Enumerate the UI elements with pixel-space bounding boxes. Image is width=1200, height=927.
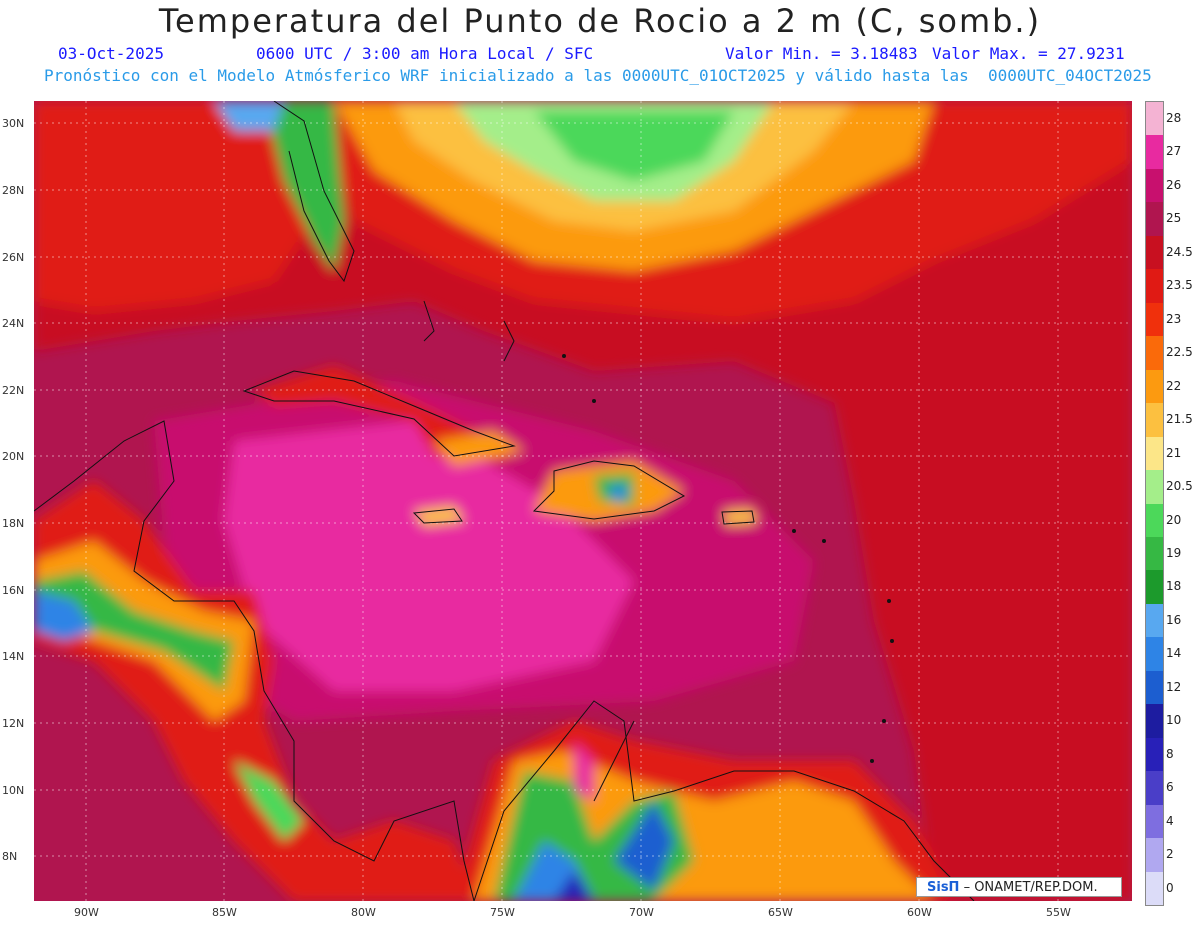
colorbar-swatch (1146, 570, 1163, 605)
lon-tick-90w: 90W (74, 906, 99, 919)
colorbar-label: 24.5 (1166, 244, 1193, 259)
lon-tick-85w: 85W (212, 906, 237, 919)
lat-tick-26n: 26N (2, 251, 25, 264)
dewpoint-field (34, 101, 1132, 901)
lat-tick-24n: 24N (2, 317, 25, 330)
colorbar-label: 23.5 (1166, 278, 1193, 293)
min-value: Valor Min. = 3.18483 (725, 44, 918, 63)
colorbar-label: 20 (1166, 512, 1182, 527)
lon-tick-80w: 80W (351, 906, 376, 919)
lat-tick-22n: 22N (2, 384, 25, 397)
colorbar-swatch (1146, 804, 1163, 839)
colorbar-label: 28 (1166, 111, 1182, 126)
colorbar-swatch (1146, 302, 1163, 337)
lon-tick-70w: 70W (629, 906, 654, 919)
colorbar-label: 19 (1166, 545, 1182, 560)
valid-time: 0600 UTC / 3:00 am Hora Local / SFC (256, 44, 594, 63)
colorbar-label: 27 (1166, 144, 1182, 159)
colorbar-swatch (1146, 202, 1163, 237)
colorbar-swatch (1146, 737, 1163, 772)
credit-box: SisΠ – ONAMET/REP.DOM. (916, 877, 1122, 897)
colorbar-swatch (1146, 168, 1163, 203)
colorbar-swatch (1146, 235, 1163, 270)
colorbar-swatch (1146, 269, 1163, 304)
colorbar-swatch (1146, 336, 1163, 371)
colorbar-swatch (1146, 704, 1163, 739)
colorbar-swatch (1146, 771, 1163, 806)
colorbar-label: 14 (1166, 646, 1182, 661)
forecast-info: Pronóstico con el Modelo Atmósferico WRF… (44, 66, 1152, 85)
colorbar-label: 20.5 (1166, 479, 1193, 494)
colorbar-label: 22.5 (1166, 345, 1193, 360)
colorbar-label: 0 (1166, 880, 1174, 895)
colorbar-swatch (1146, 135, 1163, 170)
lat-tick-12n: 12N (2, 717, 25, 730)
colorbar-label: 8 (1166, 746, 1174, 761)
colorbar-swatch (1146, 470, 1163, 504)
colorbar-swatch (1146, 503, 1163, 538)
colorbar-swatch (1146, 637, 1163, 672)
colorbar-swatch (1146, 436, 1163, 471)
colorbar-swatch (1146, 102, 1163, 136)
credit-text: – ONAMET/REP.DOM. (959, 880, 1098, 895)
colorbar-label: 4 (1166, 813, 1174, 828)
colorbar-label: 26 (1166, 177, 1182, 192)
lat-tick-20n: 20N (2, 450, 25, 463)
valid-date: 03-Oct-2025 (58, 44, 164, 63)
lat-tick-14n: 14N (2, 650, 25, 663)
colorbar-label: 21 (1166, 445, 1182, 460)
colorbar-label: 2 (1166, 847, 1174, 862)
colorbar-label: 18 (1166, 579, 1182, 594)
colorbar-label: 21.5 (1166, 412, 1193, 427)
lat-tick-28n: 28N (2, 184, 25, 197)
lat-tick-10n: 10N (2, 784, 25, 797)
colorbar-swatch (1146, 403, 1163, 438)
colorbar-swatch (1146, 369, 1163, 404)
lat-tick-30n: 30N (2, 117, 25, 130)
lon-tick-65w: 65W (768, 906, 793, 919)
colorbar-swatch (1146, 670, 1163, 705)
lat-tick-18n: 18N (2, 517, 25, 530)
colorbar-label: 22 (1166, 378, 1182, 393)
lon-tick-75w: 75W (490, 906, 515, 919)
colorbar-label: 16 (1166, 612, 1182, 627)
colorbar-swatch (1146, 603, 1163, 638)
colorbar-label: 25 (1166, 211, 1182, 226)
lon-tick-55w: 55W (1046, 906, 1071, 919)
colorbar-label: 10 (1166, 713, 1182, 728)
colorbar-label: 23 (1166, 311, 1182, 326)
sispi-logo: SisΠ (927, 880, 960, 895)
colorbar-swatch (1146, 838, 1163, 873)
colorbar (1145, 101, 1164, 906)
lat-tick-8n: 8N (2, 850, 18, 863)
lat-tick-16n: 16N (2, 584, 25, 597)
map-title: Temperatura del Punto de Rocio a 2 m (C,… (158, 2, 1042, 40)
colorbar-swatch (1146, 536, 1163, 571)
colorbar-swatch (1146, 871, 1163, 906)
colorbar-label: 6 (1166, 780, 1174, 795)
colorbar-label: 12 (1166, 679, 1182, 694)
dewpoint-map (34, 101, 1132, 901)
lon-tick-60w: 60W (907, 906, 932, 919)
max-value: Valor Max. = 27.9231 (932, 44, 1125, 63)
